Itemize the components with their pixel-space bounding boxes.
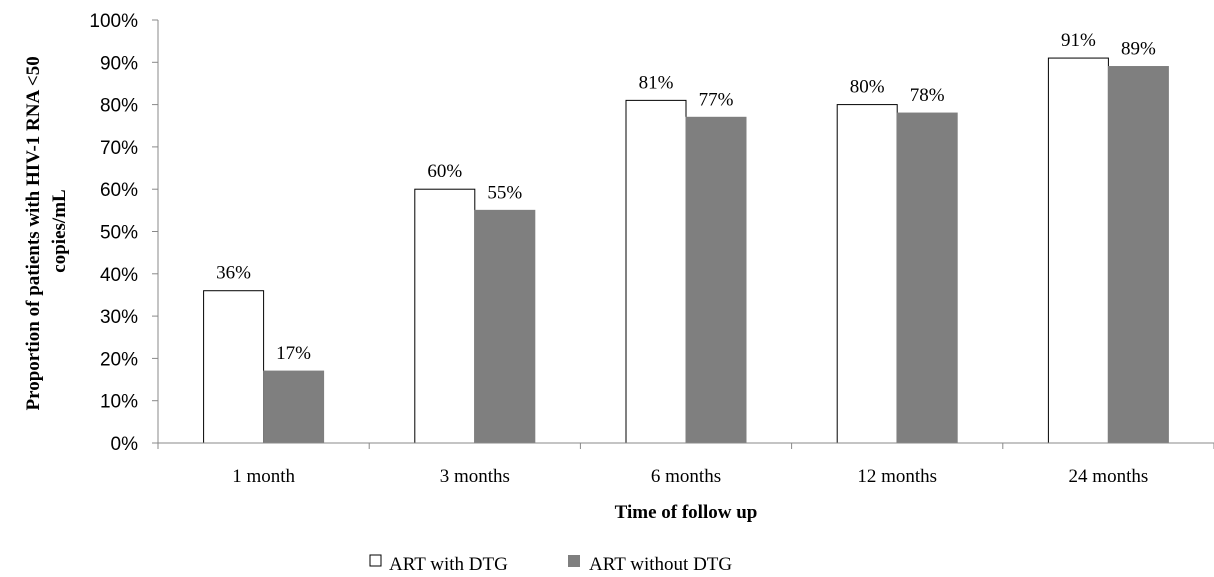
bar-art-with-dtg: [1047, 57, 1109, 444]
data-label: 89%: [1121, 39, 1156, 60]
y-axis-title: Proportion of patients with HIV-1 RNA <5…: [23, 52, 70, 411]
y-axis-title-line-2: copies/mL: [49, 189, 70, 272]
legend-swatch-art-without-dtg: [568, 555, 580, 567]
data-label: 77%: [699, 89, 734, 110]
y-tick-label: 100%: [89, 11, 138, 32]
data-label: 91%: [1061, 30, 1096, 51]
bar-art-with-dtg: [203, 290, 265, 444]
bars: [203, 57, 1169, 444]
x-tick-label: 3 months: [440, 466, 510, 487]
y-tick-label: 40%: [100, 265, 138, 286]
bar-art-with-dtg: [836, 104, 898, 444]
y-tick-label: 70%: [100, 138, 138, 159]
bar-art-without-dtg: [896, 112, 958, 444]
y-axis-ticks: 0% 10% 20% 30% 40% 50% 60% 70% 80% 90% 100%: [89, 11, 158, 455]
bar-art-without-dtg: [1107, 66, 1169, 444]
x-tick-label: 12 months: [857, 466, 937, 487]
data-label: 17%: [276, 343, 311, 364]
legend-label-art-with-dtg: ART with DTG: [389, 554, 508, 575]
x-tick-label: 6 months: [651, 466, 721, 487]
y-tick-label: 10%: [100, 392, 138, 413]
bar-art-with-dtg: [625, 99, 687, 444]
data-label: 55%: [487, 182, 522, 203]
data-label: 36%: [216, 263, 251, 284]
x-tick-label: 24 months: [1069, 466, 1149, 487]
y-axis-title-line-1: Proportion of patients with HIV-1 RNA <5…: [23, 56, 44, 410]
x-axis-title: Time of follow up: [615, 502, 758, 523]
data-label: 60%: [427, 161, 462, 182]
data-label: 81%: [639, 72, 674, 93]
y-tick-label: 20%: [100, 349, 138, 370]
y-tick-label: 50%: [100, 223, 138, 244]
bar-art-without-dtg: [263, 370, 325, 444]
y-tick-label: 90%: [100, 53, 138, 74]
bar-art-without-dtg: [685, 116, 747, 444]
y-tick-label: 80%: [100, 96, 138, 117]
x-tick-label: 1 month: [232, 466, 295, 487]
legend: ART with DTG ART without DTG: [369, 554, 732, 575]
data-labels: 36% 60% 81% 80% 91% 17% 55% 77% 78% 89%: [216, 30, 1156, 364]
y-tick-label: 0%: [111, 434, 139, 455]
bar-art-with-dtg: [414, 188, 476, 444]
y-tick-label: 30%: [100, 307, 138, 328]
data-label: 80%: [850, 77, 885, 98]
x-axis-ticks: 1 month 3 months 6 months 12 months 24 month…: [157, 443, 1214, 487]
bar-art-without-dtg: [474, 209, 536, 444]
data-label: 78%: [910, 85, 945, 106]
y-tick-label: 60%: [100, 180, 138, 201]
legend-label-art-without-dtg: ART without DTG: [589, 554, 732, 575]
legend-swatch-art-with-dtg: [369, 554, 382, 567]
